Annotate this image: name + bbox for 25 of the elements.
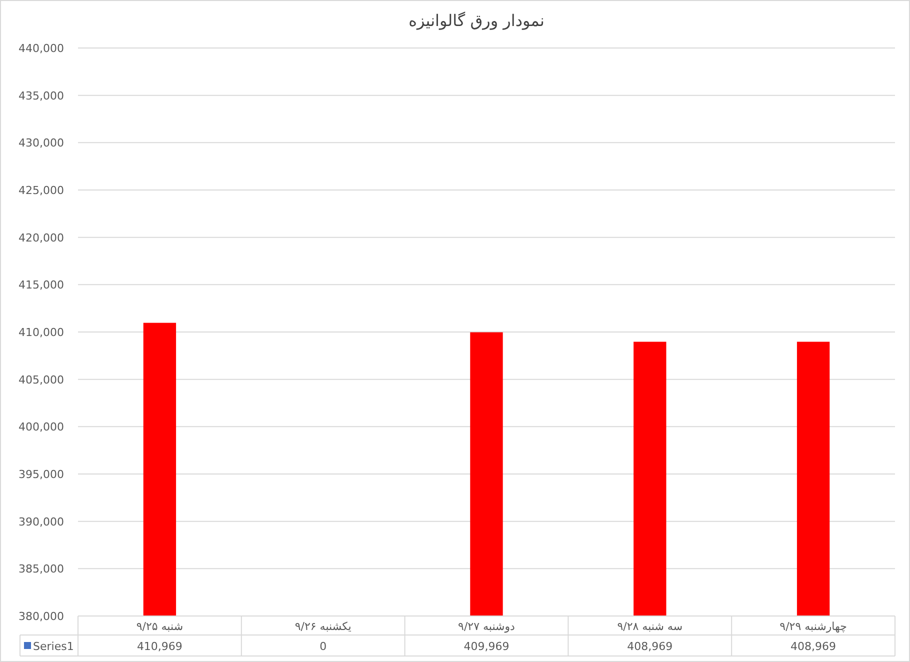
y-tick-label: 440,000 [18,42,64,55]
y-tick-label: 420,000 [18,231,64,244]
y-tick-label: 385,000 [18,562,64,576]
y-tick-label: 390,000 [18,515,64,528]
data-label: 409,969 [464,640,510,653]
y-tick-label: 415,000 [18,278,64,292]
data-label: 408,969 [627,640,673,653]
y-tick-label: 430,000 [18,136,64,150]
text: 0 [320,640,327,653]
y-tick-label: 400,000 [18,420,64,434]
y-tick-label: 380,000 [18,610,64,623]
x-tick-label: یکشنبه ۹/۲۶ [294,620,352,633]
data-label: 410,969 [136,640,182,653]
x-tick-label: چهارشنبه ۹/۲۹ [780,620,847,633]
y-tick-label: 395,000 [18,468,64,481]
y-tick-label: 405,000 [18,373,64,386]
text: Series1 [33,640,74,653]
y-tick-label: 410,000 [18,326,64,339]
data-label: 408,969 [790,640,836,653]
chart-title: نمودار ورق گالوانیزه [408,11,544,30]
y-tick-label: 425,000 [18,184,64,197]
x-tick-label: شنبه ۹/۲۵ [136,620,184,633]
x-tick-label: دوشنبه ۹/۲۷ [458,620,516,633]
x-tick-label: سه شنبه ۹/۲۸ [617,620,683,633]
y-tick-label: 435,000 [18,89,64,102]
